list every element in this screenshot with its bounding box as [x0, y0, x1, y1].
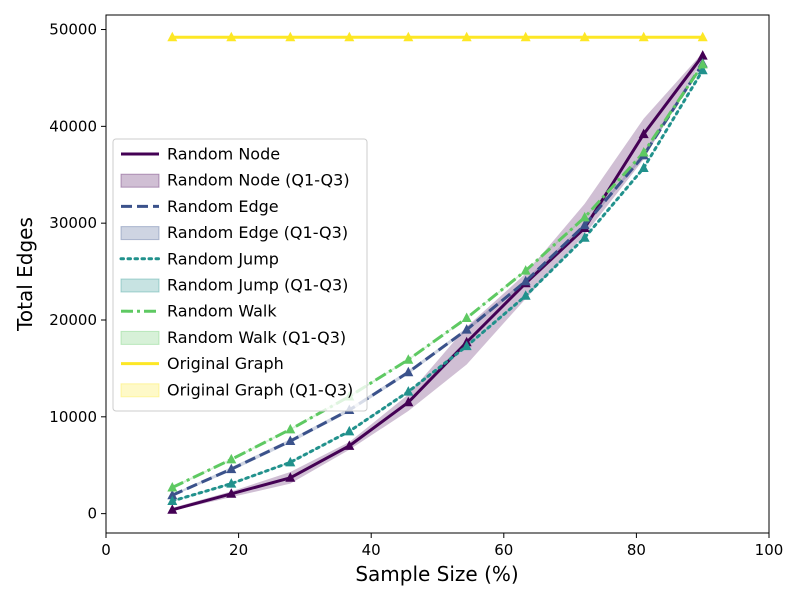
point-series-4-1 — [226, 31, 237, 42]
point-series-1-2 — [285, 435, 296, 446]
point-series-1-1 — [226, 463, 237, 474]
point-series-3-7 — [579, 211, 590, 222]
x-axis-ticks: 0 20 40 60 80 100 — [101, 533, 783, 559]
legend-label-4: Original Graph — [167, 354, 284, 373]
point-series-2-0 — [167, 495, 178, 506]
y-tick-label-2: 20000 — [49, 311, 97, 329]
point-series-2-2 — [285, 456, 296, 467]
point-series-0-2 — [285, 472, 296, 482]
x-axis-label: Sample Size (%) — [355, 562, 518, 586]
point-series-0-9 — [697, 50, 708, 60]
point-series-2-5 — [461, 340, 472, 351]
x-tick-label-1: 20 — [229, 541, 248, 559]
point-series-0-1 — [226, 488, 237, 498]
point-series-0-4 — [403, 396, 414, 407]
point-series-4-9 — [697, 31, 708, 42]
x-tick-label-4: 80 — [627, 541, 646, 559]
x-tick-label-2: 40 — [362, 541, 381, 559]
y-axis-label: Total Edges — [13, 217, 37, 332]
point-series-1-0 — [167, 489, 178, 500]
y-tick-label-3: 30000 — [49, 214, 97, 232]
legend-band-1 — [120, 226, 160, 241]
point-series-0-3 — [344, 440, 355, 450]
legend-band-4 — [120, 383, 160, 398]
x-tick-label-5: 100 — [755, 541, 784, 559]
legend-band-label-4: Original Graph (Q1-Q3) — [167, 380, 353, 399]
point-series-1-5 — [461, 324, 472, 334]
point-series-2-3 — [344, 425, 355, 436]
line-series-2 — [170, 68, 705, 503]
point-series-2-6 — [520, 290, 531, 300]
x-tick-label-3: 60 — [494, 541, 513, 559]
legend-label-1: Random Edge — [167, 197, 279, 216]
point-series-1-4 — [403, 366, 414, 377]
legend-band-label-3: Random Walk (Q1-Q3) — [167, 328, 346, 347]
legend-band-label-0: Random Node (Q1-Q3) — [167, 171, 350, 190]
point-series-1-7 — [579, 219, 590, 230]
legend-label-3: Random Walk — [167, 302, 277, 321]
legend-label-2: Random Jump — [167, 249, 279, 268]
point-series-4-6 — [520, 31, 531, 42]
point-series-0-8 — [638, 128, 649, 139]
point-series-2-4 — [403, 386, 414, 396]
plot-frame — [105, 14, 770, 534]
legend: Random Node Random Node (Q1-Q3) Random Edg… — [112, 138, 368, 412]
point-series-4-4 — [403, 31, 414, 42]
legend-box — [112, 138, 368, 412]
y-axis-ticks: 0 10000 20000 30000 40000 50000 — [49, 21, 106, 523]
legend-band-2 — [120, 278, 160, 293]
point-series-3-8 — [638, 146, 649, 157]
point-series-3-6 — [520, 265, 531, 275]
y-tick-label-1: 10000 — [49, 408, 97, 426]
point-series-3-0 — [167, 481, 178, 492]
point-series-4-0 — [167, 31, 178, 42]
legend-band-label-2: Random Jump (Q1-Q3) — [167, 276, 348, 295]
point-series-3-1 — [226, 453, 237, 464]
y-tick-label-0: 0 — [87, 505, 97, 523]
series-lines — [170, 35, 705, 512]
line-series-1 — [171, 62, 704, 497]
point-series-4-3 — [344, 31, 355, 42]
point-series-3-2 — [285, 423, 296, 434]
point-series-4-2 — [285, 31, 296, 42]
line-series-0 — [171, 54, 704, 512]
legend-band-3 — [120, 330, 160, 345]
point-series-4-8 — [638, 31, 649, 42]
point-series-2-8 — [638, 162, 649, 172]
point-series-0-0 — [167, 504, 178, 514]
point-series-2-9 — [697, 64, 708, 75]
point-series-1-6 — [520, 275, 531, 286]
y-tick-label-5: 50000 — [49, 21, 97, 39]
y-tick-label-4: 40000 — [49, 117, 97, 135]
line-series-3 — [171, 63, 704, 489]
point-series-2-7 — [579, 232, 590, 242]
legend-label-0: Random Node — [167, 145, 280, 164]
point-series-2-1 — [226, 478, 237, 488]
legend-band-0 — [120, 173, 160, 188]
point-series-4-7 — [579, 31, 590, 42]
point-series-4-5 — [461, 31, 472, 42]
x-tick-label-0: 0 — [101, 541, 111, 559]
point-series-3-9 — [697, 58, 708, 69]
legend-band-label-1: Random Edge (Q1-Q3) — [167, 223, 348, 242]
point-series-3-5 — [461, 312, 472, 323]
point-series-3-4 — [403, 354, 414, 364]
